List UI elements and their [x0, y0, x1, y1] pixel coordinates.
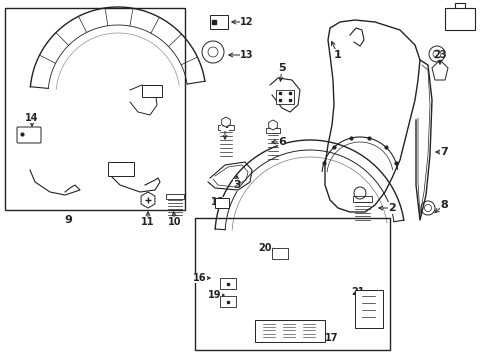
Text: 14: 14: [25, 113, 39, 123]
Text: 5: 5: [278, 63, 285, 73]
Bar: [195, 218, 389, 350]
FancyBboxPatch shape: [17, 127, 41, 143]
Bar: [354, 290, 382, 328]
Text: 1: 1: [333, 50, 341, 60]
Bar: [209, 15, 227, 29]
Text: 17: 17: [325, 333, 338, 343]
Text: 4: 4: [221, 120, 228, 130]
Bar: [108, 162, 134, 176]
Bar: [271, 248, 287, 259]
Text: 23: 23: [432, 50, 446, 60]
Bar: [220, 278, 236, 289]
Text: 10: 10: [168, 217, 182, 227]
Bar: [5, 8, 184, 210]
Text: 8: 8: [439, 200, 447, 210]
Text: 12: 12: [240, 17, 253, 27]
Text: 15: 15: [123, 163, 137, 173]
Text: 11: 11: [141, 217, 154, 227]
Bar: [265, 128, 280, 133]
Bar: [220, 296, 236, 307]
Bar: [352, 196, 371, 202]
Text: 16: 16: [193, 273, 206, 283]
Bar: [275, 90, 293, 104]
Text: 21: 21: [350, 287, 364, 297]
Text: 20: 20: [258, 243, 271, 253]
Text: 3: 3: [233, 180, 240, 190]
Text: 18: 18: [211, 197, 224, 207]
Text: 19: 19: [208, 290, 221, 300]
Bar: [142, 85, 162, 97]
Text: 7: 7: [439, 147, 447, 157]
Text: 13: 13: [240, 50, 253, 60]
Bar: [215, 198, 228, 208]
Bar: [165, 194, 183, 199]
Text: 22: 22: [447, 13, 461, 23]
Bar: [444, 8, 474, 30]
Text: 9: 9: [64, 215, 72, 225]
Bar: [218, 125, 234, 130]
Text: 2: 2: [387, 203, 395, 213]
Bar: [254, 320, 325, 342]
Text: 6: 6: [278, 137, 285, 147]
